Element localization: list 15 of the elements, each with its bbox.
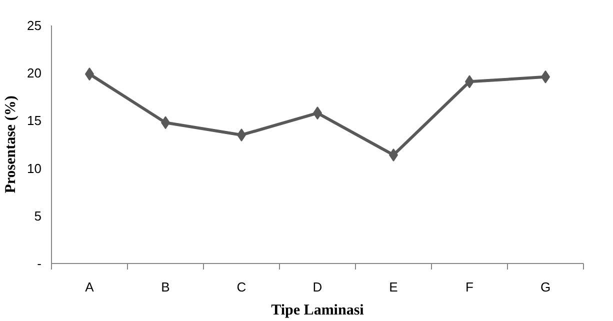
y-tick-label: -: [37, 256, 42, 271]
x-tick-label: G: [540, 280, 551, 294]
x-axis-title: Tipe Laminasi: [271, 302, 364, 318]
x-tick-label: B: [161, 280, 170, 294]
x-tick-label: F: [466, 280, 474, 294]
x-tick-label: A: [85, 280, 94, 294]
y-tick-label: 20: [27, 66, 42, 81]
x-tick-label: C: [236, 280, 246, 294]
x-tick-label: D: [312, 280, 322, 294]
y-tick-label: 5: [34, 208, 42, 224]
x-tick-label: E: [389, 280, 398, 294]
y-tick-label: 25: [27, 18, 42, 33]
y-axis-title: Prosentase (%): [3, 96, 20, 194]
y-tick-label: 15: [27, 113, 42, 128]
y-tick-label: 10: [27, 160, 42, 176]
